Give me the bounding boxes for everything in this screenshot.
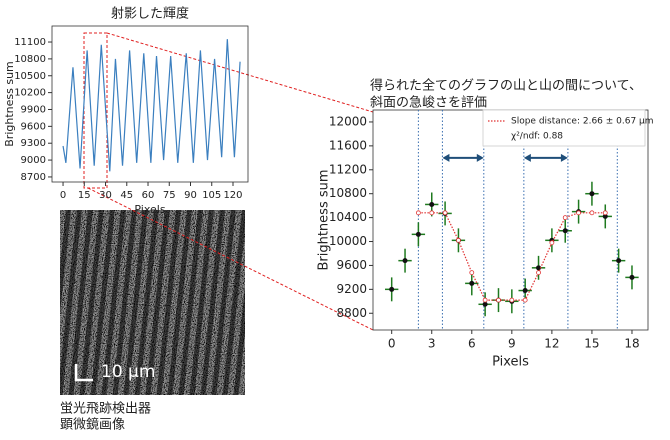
data-point xyxy=(629,274,635,280)
x-tick-label: 12 xyxy=(544,337,559,351)
data-point xyxy=(562,228,568,234)
x-tick-label: 30 xyxy=(99,190,112,201)
y-axis-label: Brightness sum xyxy=(316,169,331,270)
caption: 蛍光飛跡検出器 xyxy=(60,401,151,417)
x-tick-label: 0 xyxy=(388,337,396,351)
data-point xyxy=(482,301,488,307)
y-tick-label: 11600 xyxy=(329,138,367,152)
caption: 顕微鏡画像 xyxy=(60,418,125,433)
data-point xyxy=(589,191,595,197)
data-point xyxy=(389,286,395,292)
x-tick-label: 3 xyxy=(428,337,436,351)
plot-frame xyxy=(51,25,249,183)
y-tick-label: 9600 xyxy=(336,258,367,272)
chart-title: 斜面の急峻さを評価 xyxy=(370,95,487,111)
fit-point xyxy=(576,210,581,216)
y-tick-label: 10500 xyxy=(14,71,46,82)
fit-point xyxy=(602,210,608,216)
y-tick-label: 9600 xyxy=(21,121,46,132)
y-tick-label: 10000 xyxy=(329,234,367,248)
y-tick-label: 8800 xyxy=(336,306,367,320)
x-tick-label: 120 xyxy=(223,190,242,201)
data-point xyxy=(616,258,622,264)
x-tick-label: 15 xyxy=(78,190,91,201)
y-tick-label: 9300 xyxy=(21,138,46,149)
fit-point xyxy=(522,297,528,303)
y-tick-label: 10800 xyxy=(14,54,46,65)
data-point xyxy=(536,265,542,271)
scale-bar xyxy=(74,364,93,382)
scale-label: 10 μm xyxy=(101,362,155,382)
data-point xyxy=(469,280,475,286)
y-tick-label: 11200 xyxy=(329,162,367,176)
x-tick-label: 90 xyxy=(184,190,197,201)
x-tick-label: 18 xyxy=(624,337,639,351)
micrograph: 10 μm xyxy=(60,210,245,395)
x-tick-label: 0 xyxy=(60,190,66,201)
data-point xyxy=(429,201,435,207)
fit-point xyxy=(496,297,501,303)
y-tick-label: 10800 xyxy=(329,186,367,200)
fit-point xyxy=(536,270,541,276)
fit-line xyxy=(418,212,606,301)
y-tick-label: 12000 xyxy=(329,114,367,128)
fit-point xyxy=(429,210,435,216)
fit-point xyxy=(456,237,461,243)
x-tick-label: 9 xyxy=(508,337,516,351)
y-tick-label: 10200 xyxy=(14,88,46,99)
x-tick-label: 60 xyxy=(142,190,155,201)
fit-point xyxy=(509,297,515,303)
data-point xyxy=(602,213,608,219)
chart-title: 射影した輝度 xyxy=(111,6,189,22)
y-tick-label: 9000 xyxy=(21,155,46,166)
fit-point xyxy=(469,270,475,276)
x-tick-label: 6 xyxy=(468,337,476,351)
data-point xyxy=(415,231,421,237)
legend-label: Slope distance: 2.66 ± 0.67 μm xyxy=(511,117,654,127)
x-tick-label: 45 xyxy=(120,190,133,201)
x-tick-label: 105 xyxy=(202,190,221,201)
x-tick-label: 75 xyxy=(163,190,176,201)
data-point xyxy=(522,288,528,294)
x-axis-label: Pixels xyxy=(134,203,165,216)
zoom-indicator xyxy=(83,32,374,331)
fit-point xyxy=(482,297,488,303)
y-tick-label: 10400 xyxy=(329,210,367,224)
y-axis-label: Brightness sum xyxy=(3,61,16,147)
y-tick-label: 8700 xyxy=(21,172,46,183)
data-point xyxy=(402,258,408,264)
fit-point xyxy=(415,210,421,216)
x-tick-label: 15 xyxy=(584,337,599,351)
fit-point xyxy=(589,210,595,216)
x-axis-label: Pixels xyxy=(492,355,529,370)
y-tick-label: 9200 xyxy=(336,282,367,296)
line xyxy=(62,39,241,172)
fit-point xyxy=(562,215,568,221)
y-tick-label: 11100 xyxy=(14,37,46,48)
fit-point xyxy=(442,210,448,216)
legend-box xyxy=(482,109,646,147)
fit-point xyxy=(549,240,555,246)
legend-note: χ²/ndf: 0.88 xyxy=(511,132,563,142)
y-tick-label: 9900 xyxy=(21,104,46,115)
chart-title: 得られた全てのグラフの山と山の間について、 xyxy=(370,78,642,94)
